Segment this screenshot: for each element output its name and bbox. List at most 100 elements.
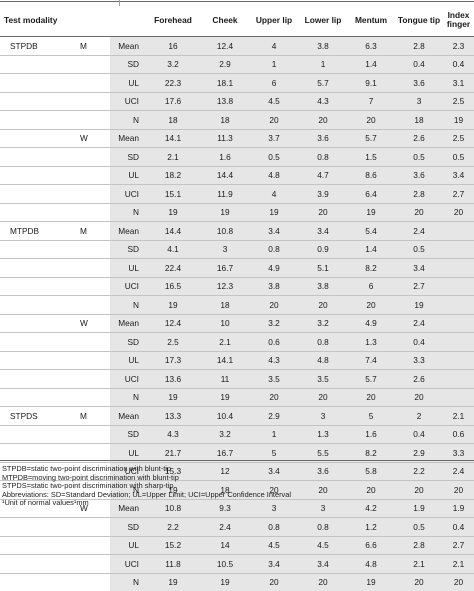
statistic-cell: UCI: [110, 92, 145, 111]
value-cell: 4.3: [249, 351, 299, 370]
header-statistic: [110, 4, 145, 37]
value-cell: 22.3: [145, 74, 201, 93]
value-cell: 2.5: [443, 92, 474, 111]
sex-cell: [80, 148, 110, 167]
modality-cell: [0, 92, 80, 111]
value-cell: 2.5: [145, 333, 201, 352]
value-cell: 20: [299, 111, 347, 130]
sex-cell: W: [80, 129, 110, 148]
table-figure: Test modality Forehead Cheek Upper lip L…: [0, 0, 474, 511]
sex-cell: [80, 388, 110, 407]
value-cell: 2.6: [395, 129, 443, 148]
value-cell: 3.9: [299, 185, 347, 204]
value-cell: 2.3: [443, 37, 474, 56]
sex-cell: [80, 333, 110, 352]
value-cell: 13.6: [145, 370, 201, 389]
modality-cell: [0, 277, 80, 296]
sex-cell: [80, 555, 110, 574]
statistic-cell: Mean: [110, 407, 145, 426]
value-cell: 4.5: [249, 536, 299, 555]
modality-cell: [0, 314, 80, 333]
sex-cell: [80, 277, 110, 296]
value-cell: 5.8: [347, 462, 395, 481]
value-cell: 0.4: [395, 55, 443, 74]
value-cell: 20: [299, 388, 347, 407]
value-cell: 0.4: [443, 55, 474, 74]
value-cell: 11.8: [145, 555, 201, 574]
modality-cell: [0, 333, 80, 352]
modality-cell: [0, 166, 80, 185]
value-cell: 8.6: [347, 166, 395, 185]
sex-cell: [80, 111, 110, 130]
value-cell: 20: [347, 388, 395, 407]
value-cell: 12.4: [201, 37, 249, 56]
value-cell: 2.7: [443, 185, 474, 204]
value-cell: 2.1: [201, 333, 249, 352]
value-cell: 18: [395, 111, 443, 130]
value-cell: 2.1: [145, 148, 201, 167]
value-cell: 20: [249, 573, 299, 591]
value-cell: 5.7: [347, 129, 395, 148]
statistic-cell: UL: [110, 166, 145, 185]
value-cell: 2.5: [443, 129, 474, 148]
value-cell: 4.3: [145, 425, 201, 444]
value-cell: 4.5: [299, 536, 347, 555]
value-cell: 15.1: [145, 185, 201, 204]
value-cell: 2.4: [443, 462, 474, 481]
value-cell: 0.8: [299, 333, 347, 352]
value-cell: 6: [347, 277, 395, 296]
value-cell: 1.4: [347, 55, 395, 74]
modality-cell: [0, 55, 80, 74]
value-cell: 18: [201, 296, 249, 315]
modality-cell: [0, 425, 80, 444]
value-cell: 2.8: [395, 185, 443, 204]
sex-cell: [80, 92, 110, 111]
header-test-modality: Test modality: [0, 4, 80, 37]
value-cell: 0.4: [395, 425, 443, 444]
value-cell: 20: [299, 296, 347, 315]
modality-cell: [0, 185, 80, 204]
footnote-line: ¹Unit of normal values¹mm: [2, 499, 291, 508]
value-cell: 3: [299, 499, 347, 518]
sex-cell: M: [80, 222, 110, 241]
value-cell: 20: [347, 111, 395, 130]
value-cell: 19: [443, 111, 474, 130]
value-cell: 10: [201, 314, 249, 333]
value-cell: [443, 277, 474, 296]
value-cell: 19: [145, 296, 201, 315]
value-cell: [443, 240, 474, 259]
value-cell: 19: [201, 388, 249, 407]
value-cell: 16.7: [201, 259, 249, 278]
modality-cell: [0, 148, 80, 167]
statistic-cell: N: [110, 203, 145, 222]
sex-cell: [80, 351, 110, 370]
value-cell: 6: [249, 74, 299, 93]
sex-cell: [80, 259, 110, 278]
value-cell: 3.6: [299, 462, 347, 481]
value-cell: [443, 296, 474, 315]
value-cell: [443, 314, 474, 333]
value-cell: 2.9: [249, 407, 299, 426]
value-cell: 7: [347, 92, 395, 111]
value-cell: 2.7: [443, 536, 474, 555]
value-cell: 4.9: [347, 314, 395, 333]
value-cell: 16: [145, 37, 201, 56]
value-cell: 3.8: [249, 277, 299, 296]
value-cell: 14.1: [145, 129, 201, 148]
value-cell: 20: [395, 388, 443, 407]
value-cell: 0.5: [249, 148, 299, 167]
value-cell: 2.4: [201, 518, 249, 537]
value-cell: 3.4: [299, 222, 347, 241]
bottom-rule: [0, 460, 474, 461]
statistic-cell: SD: [110, 425, 145, 444]
value-cell: 3.2: [249, 314, 299, 333]
value-cell: 0.4: [395, 333, 443, 352]
value-cell: [443, 370, 474, 389]
value-cell: 2.7: [395, 277, 443, 296]
value-cell: 0.8: [249, 240, 299, 259]
